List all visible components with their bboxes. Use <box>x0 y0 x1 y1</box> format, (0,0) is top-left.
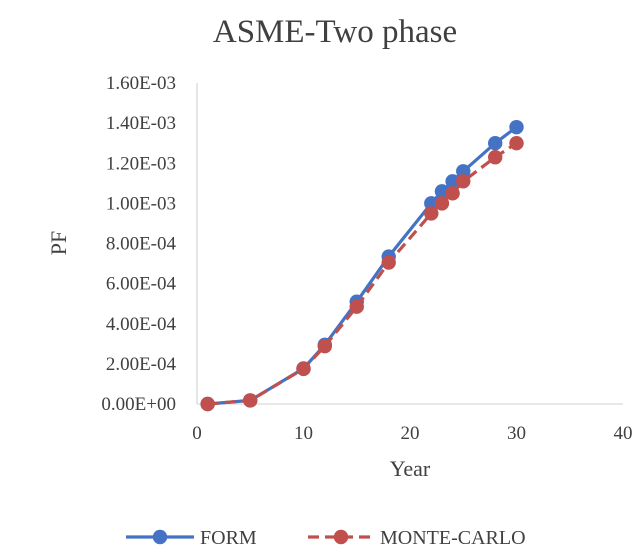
y-tick-label: 1.20E-03 <box>106 153 176 174</box>
legend-item: FORM <box>126 527 257 549</box>
data-point <box>296 361 311 377</box>
x-tick-label: 10 <box>294 423 313 444</box>
x-tick-label: 30 <box>507 423 526 444</box>
legend-label: MONTE-CARLO <box>380 527 526 549</box>
data-point <box>445 174 460 189</box>
y-tick-label: 2.00E-04 <box>106 354 177 375</box>
y-tick-label: 1.40E-03 <box>106 113 176 134</box>
data-point <box>317 339 332 354</box>
x-tick-label: 40 <box>614 423 633 444</box>
data-point <box>424 206 439 221</box>
data-point <box>381 255 396 270</box>
data-point <box>445 186 460 201</box>
y-tick-label: 0.00E+00 <box>101 394 176 415</box>
data-point <box>200 396 215 412</box>
series-line <box>207 125 518 406</box>
y-tick-label: 8.00E-04 <box>106 234 177 255</box>
data-point <box>243 393 258 408</box>
data-point <box>349 299 364 314</box>
data-point <box>434 184 450 199</box>
axes: 0.00E+00 2.00E-04 4.00E-04 6.00E-04 8.00E-04… <box>101 73 632 444</box>
data-point <box>456 164 471 179</box>
series-form <box>200 119 524 412</box>
chart-title: ASME-Two phase <box>213 14 457 50</box>
x-tick-label: 20 <box>401 423 420 444</box>
legend-item: MONTE-CARLO <box>308 527 526 549</box>
series-monte-carlo <box>200 135 524 412</box>
legend-marker <box>333 529 349 545</box>
y-axis-label: PF <box>46 231 71 255</box>
y-tick-label: 1.60E-03 <box>106 73 176 94</box>
data-point <box>456 174 471 189</box>
y-tick-label: 1.00E-03 <box>106 193 176 214</box>
legend-label: FORM <box>200 527 257 549</box>
y-tick-label: 6.00E-04 <box>106 274 177 295</box>
legend: FORM MONTE-CARLO <box>126 527 526 549</box>
data-point <box>424 196 439 211</box>
data-point <box>434 196 450 211</box>
x-tick-label: 0 <box>192 423 202 444</box>
legend-marker <box>152 529 168 545</box>
data-point <box>488 135 503 151</box>
y-tick-label: 4.00E-04 <box>106 314 177 335</box>
data-point <box>488 150 503 165</box>
data-point <box>509 119 524 135</box>
data-point <box>509 135 524 151</box>
series-layer <box>200 119 524 412</box>
x-axis-label: Year <box>390 456 431 481</box>
